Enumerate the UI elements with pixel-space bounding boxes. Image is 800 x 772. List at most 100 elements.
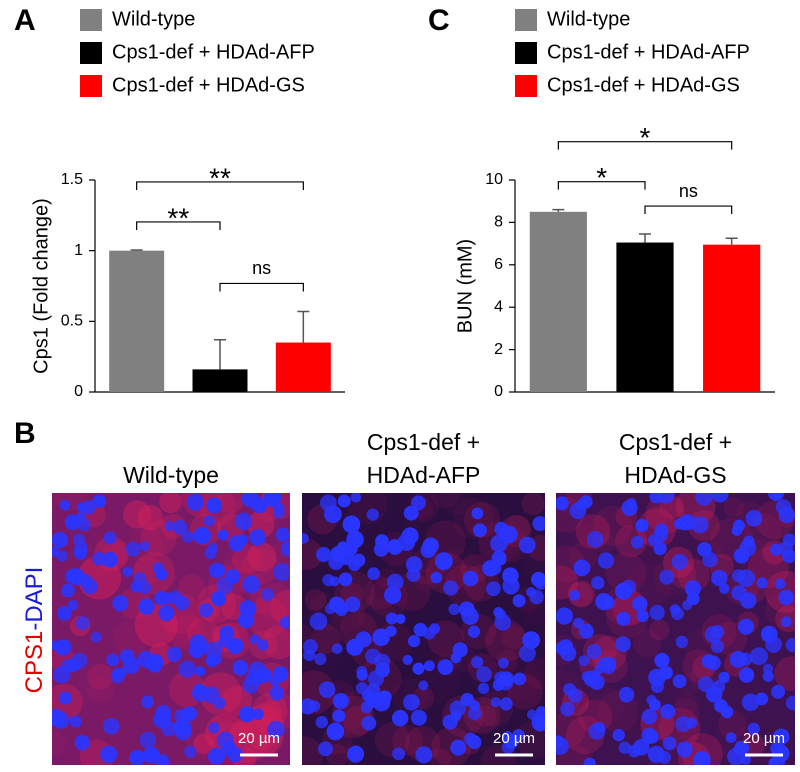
- nucleus: [242, 677, 259, 694]
- nucleus: [654, 652, 670, 668]
- nucleus: [657, 493, 675, 504]
- y-axis-label: Cps1 (Fold change): [30, 198, 52, 374]
- y-tick-label: 0: [494, 383, 503, 400]
- cytoplasm: [605, 552, 647, 593]
- error-bar: [297, 310, 310, 343]
- nucleus: [100, 745, 118, 764]
- nucleus: [318, 681, 336, 698]
- nucleus: [61, 583, 75, 598]
- nucleus: [241, 493, 259, 508]
- nucleus: [74, 546, 87, 560]
- nucleus: [569, 589, 580, 601]
- nucleus: [778, 589, 795, 606]
- nucleus: [496, 673, 514, 691]
- nucleus: [573, 559, 591, 577]
- nucleus: [254, 500, 267, 514]
- nucleus: [572, 617, 584, 629]
- nucleus: [309, 612, 328, 631]
- nucleus: [137, 650, 155, 668]
- nucleus: [556, 736, 569, 755]
- nucleus: [142, 746, 160, 764]
- nucleus: [74, 734, 90, 751]
- nucleus: [413, 622, 428, 637]
- nucleus: [256, 667, 272, 683]
- nucleus: [471, 507, 484, 520]
- nucleus: [442, 714, 458, 730]
- significance-bracket: [136, 181, 304, 190]
- y-tick-label: 0: [74, 383, 83, 400]
- nucleus: [326, 722, 345, 741]
- bar: [192, 369, 248, 392]
- significance-label: ns: [679, 181, 698, 201]
- nucleus: [217, 529, 229, 541]
- significance-label: *: [640, 122, 651, 153]
- cytoplasm: [439, 493, 474, 515]
- nucleus: [263, 493, 282, 508]
- nucleus: [71, 652, 88, 669]
- image-title: Cps1-def +: [367, 429, 480, 455]
- y-tick-label: 6: [494, 256, 503, 273]
- legend-swatch: [80, 42, 102, 64]
- nucleus: [556, 496, 569, 511]
- cytoplasm: [649, 619, 670, 641]
- nucleus: [768, 757, 779, 765]
- nucleus: [52, 665, 71, 684]
- significance-bracket: [136, 221, 221, 230]
- nucleus: [531, 571, 545, 588]
- nucleus: [512, 594, 526, 608]
- nucleus: [711, 569, 728, 587]
- nucleus: [586, 643, 602, 660]
- nucleus: [375, 534, 389, 548]
- micrograph: [302, 493, 545, 765]
- nucleus: [129, 749, 146, 765]
- nucleus: [252, 708, 264, 721]
- y-tick-label: 0.5: [61, 313, 83, 330]
- nucleus: [714, 699, 728, 713]
- nucleus: [346, 638, 364, 656]
- legend-label: Cps1-def + HDAd-AFP: [112, 41, 315, 63]
- nucleus: [82, 578, 98, 595]
- nucleus: [407, 635, 421, 648]
- significance-bracket: [644, 205, 733, 215]
- nucleus: [496, 555, 507, 566]
- error-bar: [639, 233, 651, 243]
- nucleus: [332, 692, 350, 710]
- nucleus: [257, 639, 269, 651]
- nucleus: [347, 745, 365, 763]
- nucleus: [422, 537, 439, 554]
- nucleus: [556, 607, 573, 625]
- nucleus: [59, 499, 71, 511]
- scale-bar-label: 20 µm: [493, 730, 535, 747]
- nucleus: [578, 655, 590, 667]
- legend-label: Cps1-def + HDAd-GS: [547, 74, 740, 96]
- cytoplasm: [86, 676, 114, 704]
- significance-label: *: [596, 162, 607, 193]
- micrograph-content: [52, 493, 290, 765]
- cytoplasm: [645, 505, 667, 527]
- nucleus: [386, 573, 404, 591]
- nucleus: [361, 715, 377, 731]
- nucleus: [391, 709, 409, 727]
- nucleus: [273, 563, 290, 582]
- nucleus: [338, 572, 353, 587]
- nucleus: [691, 516, 709, 534]
- nucleus: [302, 639, 318, 654]
- nucleus: [513, 672, 527, 686]
- nucleus: [410, 709, 427, 726]
- nucleus: [242, 575, 261, 594]
- nucleus: [366, 508, 379, 521]
- nucleus: [163, 592, 175, 604]
- nucleus: [452, 642, 468, 658]
- nucleus: [676, 741, 693, 758]
- nucleus: [579, 495, 593, 509]
- nucleus: [77, 518, 91, 532]
- nucleus: [490, 697, 501, 708]
- nucleus: [315, 715, 329, 729]
- nucleus: [780, 616, 792, 628]
- nucleus: [662, 736, 677, 751]
- nucleus: [94, 496, 106, 508]
- nucleus: [152, 562, 164, 574]
- nucleus: [738, 667, 755, 683]
- nucleus: [618, 741, 631, 754]
